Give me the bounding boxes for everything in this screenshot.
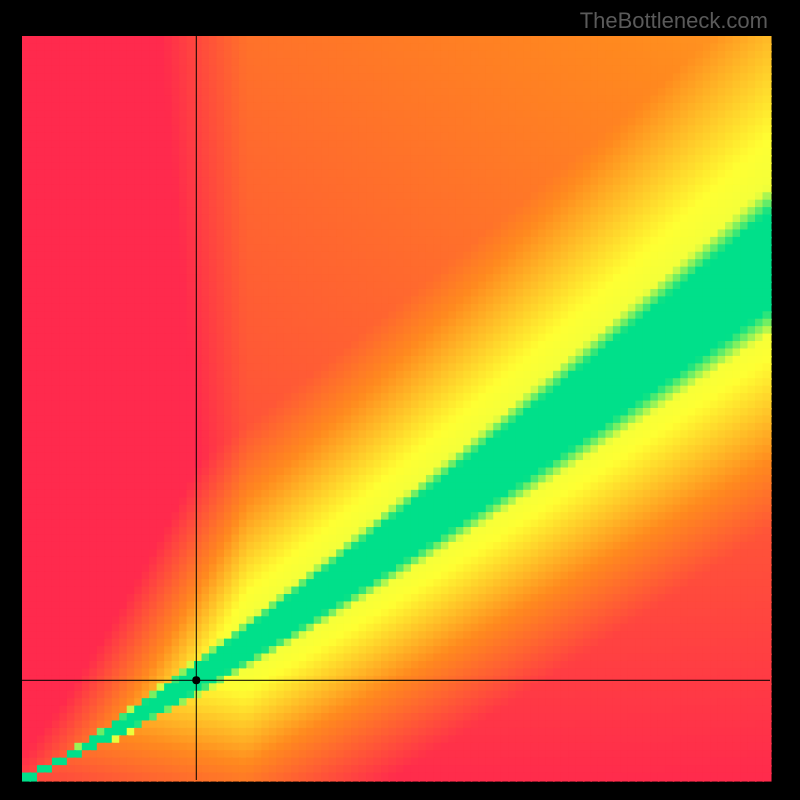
heatmap-container: [0, 0, 800, 800]
bottleneck-heatmap: [0, 0, 800, 800]
